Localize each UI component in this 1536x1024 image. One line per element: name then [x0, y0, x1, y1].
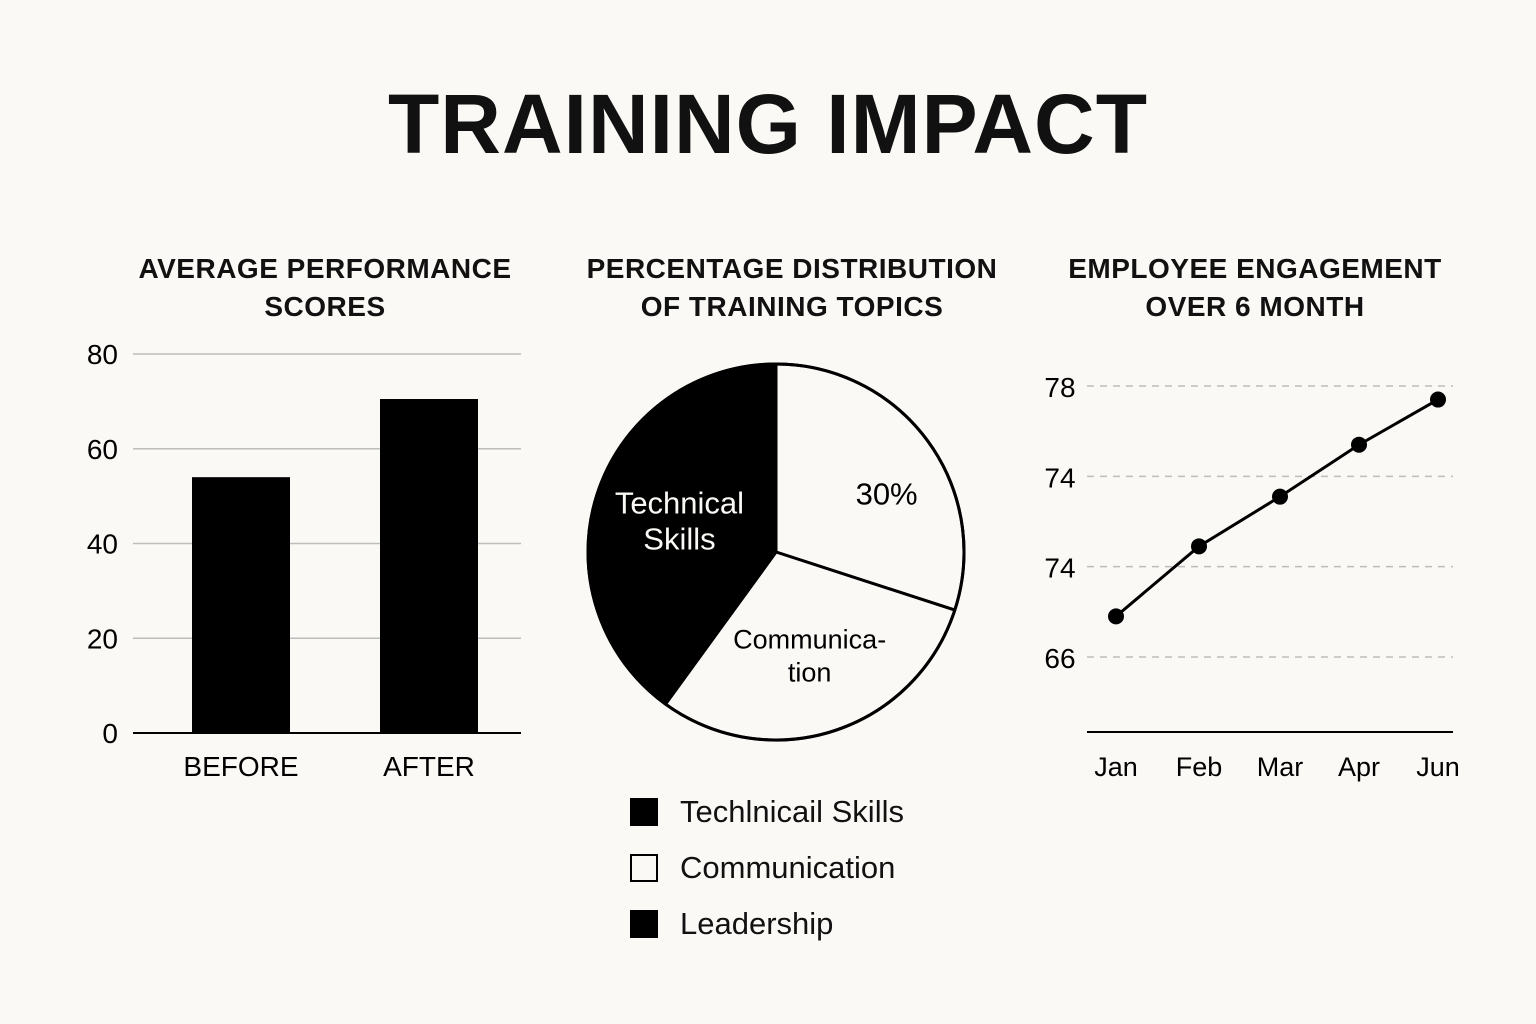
- bar: [380, 399, 478, 733]
- line-x-tick-label: Jan: [1094, 752, 1138, 782]
- line-x-tick-label: Mar: [1257, 752, 1304, 782]
- line-x-tick-label: Feb: [1176, 752, 1223, 782]
- line-point: [1108, 608, 1124, 625]
- line-chart-title: EMPLOYEE ENGAGEMENT OVER 6 MONTH: [1055, 250, 1455, 326]
- bar: [192, 477, 290, 733]
- bar-chart-title-line-2: SCORES: [264, 291, 386, 322]
- line-y-tick-label: 74: [1044, 462, 1075, 493]
- pie-chart-title-line-2: OF TRAINING TOPICS: [640, 291, 944, 322]
- line-y-tick-label: 66: [1044, 643, 1075, 674]
- pie-slice-label: Skills: [643, 521, 715, 556]
- line-y-tick-label: 74: [1044, 553, 1075, 584]
- legend-item-1: Techlnicail Skills: [630, 784, 904, 840]
- legend-swatch-3: [630, 910, 658, 938]
- line-chart-title-line-2: OVER 6 MONTH: [1145, 291, 1365, 322]
- legend-label-2: Communication: [680, 850, 896, 885]
- line-x-tick-label: Apr: [1338, 752, 1380, 782]
- pie-slice-label: tion: [788, 658, 832, 688]
- line-chart-title-line-1: EMPLOYEE ENGAGEMENT: [1068, 253, 1442, 284]
- bar-y-tick-label: 60: [87, 434, 118, 465]
- pie-outline: [586, 362, 966, 742]
- line-point: [1430, 391, 1446, 408]
- legend-item-3: Leadership: [630, 896, 904, 952]
- pie-slice-label: Technical: [615, 485, 744, 520]
- bar-y-tick-label: 40: [87, 529, 118, 560]
- page-title: TRAINING IMPACT: [387, 77, 1149, 171]
- line-x-tick-label: Jun: [1416, 752, 1460, 782]
- bar-y-tick-label: 80: [87, 339, 118, 370]
- pie-legend: Techlnicail Skills Communication Leaders…: [630, 784, 904, 952]
- pie-slice-label: Communica-: [733, 625, 886, 655]
- line-series: [1115, 398, 1439, 618]
- legend-label-3: Leadership: [680, 906, 834, 941]
- bar-y-tick-label: 20: [87, 623, 118, 654]
- legend-label-1: Techlnicail Skills: [680, 794, 904, 829]
- line-point: [1351, 436, 1367, 453]
- bar-x-tick-label: BEFORE: [183, 751, 298, 782]
- bar-x-tick-label: AFTER: [383, 751, 475, 782]
- pie-chart-title: PERCENTAGE DISTRIBUTION OF TRAINING TOPI…: [572, 250, 1012, 326]
- pie-chart-title-line-1: PERCENTAGE DISTRIBUTION: [586, 253, 998, 284]
- bar-chart-title: AVERAGE PERFORMANCE SCORES: [135, 250, 515, 326]
- legend-swatch-1: [630, 798, 658, 826]
- bar-chart-title-line-1: AVERAGE PERFORMANCE: [138, 253, 512, 284]
- legend-item-2: Communication: [630, 840, 904, 896]
- pie-slice-label: 30%: [856, 476, 918, 511]
- legend-swatch-2: [630, 854, 658, 882]
- line-point: [1191, 538, 1207, 555]
- line-y-tick-label: 78: [1044, 372, 1075, 403]
- line-point: [1272, 488, 1288, 505]
- bar-y-tick-label: 0: [102, 718, 118, 749]
